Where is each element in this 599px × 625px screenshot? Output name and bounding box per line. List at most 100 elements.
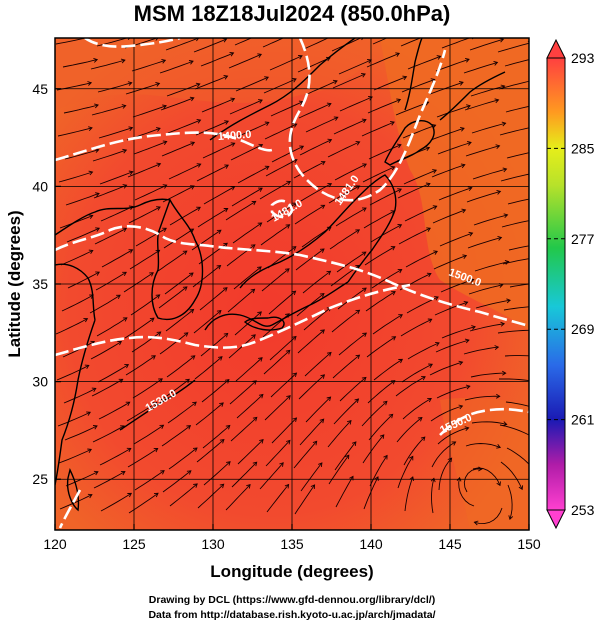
- streamline-arrowhead: [122, 317, 128, 322]
- streamline-arrowhead: [531, 172, 535, 176]
- streamline: [500, 461, 523, 490]
- x-tick-label: 135: [280, 536, 304, 552]
- streamline-arrowhead: [536, 354, 540, 358]
- streamline: [369, 188, 402, 206]
- streamline-arrowhead: [285, 439, 291, 445]
- streamline: [337, 287, 367, 310]
- streamline: [135, 227, 167, 247]
- streamline: [498, 378, 529, 382]
- coastline-sakhalin: [404, 38, 506, 121]
- contour-1481-small: [270, 199, 294, 219]
- streamline-arrowhead: [192, 447, 198, 452]
- streamline: [434, 301, 468, 316]
- x-tick-label: 150: [517, 536, 541, 552]
- streamline: [236, 394, 264, 419]
- streamline: [463, 346, 499, 355]
- streamline-arrowhead: [429, 32, 433, 36]
- streamline-arrowhead: [396, 143, 402, 149]
- streamline-arrowhead: [126, 447, 132, 453]
- streamline: [91, 105, 126, 116]
- streamline: [123, 272, 154, 293]
- streamline-arrowhead: [124, 364, 130, 369]
- streamline: [63, 387, 97, 404]
- streamline: [368, 144, 402, 160]
- streamline: [430, 127, 465, 141]
- streamline-arrowhead: [473, 520, 479, 526]
- streamline-arrowhead: [263, 31, 267, 35]
- coastline-korea: [151, 198, 204, 321]
- streamline: [432, 209, 466, 224]
- streamline-arrowhead: [530, 466, 534, 470]
- streamline: [339, 96, 373, 112]
- streamline-arrowhead: [390, 380, 396, 385]
- colorbar: 293 285 277 269 261 253: [546, 38, 595, 530]
- streamline: [464, 395, 500, 401]
- streamline-arrowhead: [530, 126, 534, 130]
- streamline-arrowhead: [326, 102, 332, 108]
- streamline: [124, 317, 155, 339]
- streamline: [133, 141, 167, 155]
- streamline: [270, 101, 304, 117]
- streamline-arrowhead: [391, 291, 396, 296]
- streamline: [504, 59, 529, 67]
- streamline: [125, 355, 156, 376]
- streamline-arrowhead: [257, 53, 262, 58]
- streamline: [197, 483, 225, 509]
- streamline-arrowhead: [285, 268, 290, 273]
- streamline: [368, 413, 394, 441]
- streamline-arrowhead: [426, 272, 432, 278]
- streamline-arrowhead: [94, 148, 100, 153]
- streamline: [294, 204, 325, 225]
- streamline-arrowhead: [361, 73, 366, 78]
- streamline-arrowhead: [354, 398, 360, 404]
- coastline-hokkaido: [384, 120, 435, 166]
- streamline: [328, 185, 360, 204]
- streamline-arrowhead: [286, 180, 292, 186]
- streamline-arrowhead: [496, 481, 501, 487]
- streamline: [230, 144, 263, 161]
- streamline: [329, 229, 360, 250]
- streamline: [65, 192, 100, 206]
- streamline-arrowhead: [291, 290, 297, 296]
- streamline: [335, 207, 367, 227]
- streamline: [166, 83, 200, 97]
- streamline-arrowhead: [383, 454, 388, 460]
- streamline: [131, 331, 161, 353]
- x-tick-label: 130: [201, 536, 225, 552]
- streamline-arrowhead: [122, 227, 128, 233]
- streamline-arrowhead: [326, 351, 332, 357]
- streamline-arrowhead: [291, 246, 297, 251]
- streamline: [227, 288, 255, 313]
- coastline-taiwan: [66, 467, 80, 512]
- streamline: [57, 127, 93, 137]
- streamline: [471, 122, 506, 134]
- streamline: [404, 205, 437, 222]
- streamline: [132, 378, 163, 399]
- streamline: [472, 168, 507, 180]
- streamline-arrowhead: [395, 52, 400, 57]
- streamline-arrowhead: [428, 363, 433, 368]
- streamline: [473, 214, 508, 226]
- streamline-arrowhead: [128, 126, 134, 131]
- streamline-arrowhead: [257, 266, 262, 271]
- streamline-arrowhead: [91, 387, 97, 393]
- streamline: [231, 461, 258, 488]
- streamline-arrowhead: [116, 294, 121, 300]
- streamline-arrowhead: [189, 96, 195, 102]
- streamline-arrowhead: [478, 466, 483, 472]
- streamline-arrowhead: [458, 360, 464, 366]
- streamline-arrowhead: [312, 440, 318, 446]
- streamline-arrowhead: [431, 124, 437, 129]
- streamline-arrowhead: [292, 77, 297, 83]
- streamline-arrowhead: [496, 189, 502, 195]
- streamline-arrowhead: [88, 126, 93, 132]
- streamline: [403, 169, 437, 185]
- streamline-arrowhead: [355, 140, 361, 146]
- streamline-arrowhead: [258, 143, 264, 149]
- streamline: [439, 232, 473, 247]
- streamline-arrowhead: [122, 148, 128, 154]
- streamline-arrowhead: [541, 281, 545, 285]
- streamline: [297, 57, 331, 73]
- streamline-arrowhead: [463, 300, 469, 306]
- streamline: [233, 266, 262, 290]
